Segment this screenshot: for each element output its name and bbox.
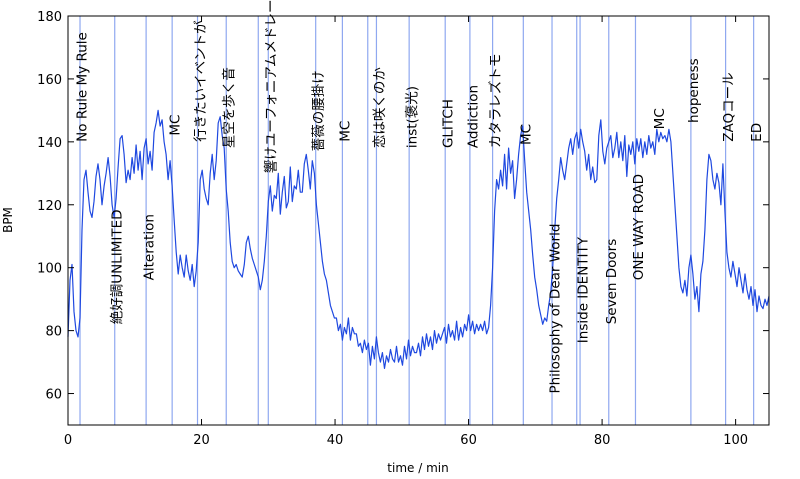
song-label-11: GLITCH xyxy=(441,99,457,148)
y-tick-label-180: 180 xyxy=(37,10,62,25)
x-tick-label-20: 20 xyxy=(193,433,210,448)
song-label-3: MC xyxy=(167,115,183,136)
song-label-6: 響けユーフォニアムメドレー xyxy=(263,0,280,173)
song-label-13: カタラレズトモ xyxy=(488,54,504,149)
x-tick-label-0: 0 xyxy=(64,433,72,448)
x-tick-label-40: 40 xyxy=(327,433,344,448)
song-label-4: 行きたいイベントが xyxy=(193,20,209,142)
x-axis-label: time / min xyxy=(387,461,448,475)
x-tick-label-80: 80 xyxy=(594,433,611,448)
song-label-19: MC xyxy=(652,108,668,129)
song-label-7: 薔薇の腰掛け xyxy=(311,70,327,151)
y-axis-label: BPM xyxy=(1,207,15,233)
song-label-17: Seven Doors xyxy=(604,239,620,325)
plot-frame xyxy=(67,15,770,426)
song-label-21: ZAQコール xyxy=(721,72,737,141)
y-tick-label-160: 160 xyxy=(37,73,62,88)
y-tick-label-80: 80 xyxy=(45,325,62,340)
bpm-line xyxy=(67,109,770,369)
x-tick-label-100: 100 xyxy=(723,433,748,448)
y-tick-label-60: 60 xyxy=(45,388,62,403)
song-label-22: ED xyxy=(749,123,765,142)
song-label-20: hopeness xyxy=(686,58,702,123)
song-label-18: ONE WAY ROAD xyxy=(631,174,647,280)
y-tick-label-100: 100 xyxy=(37,262,62,277)
song-label-0: No Rule My Rule xyxy=(75,32,91,142)
bpm-series xyxy=(67,109,770,369)
x-tick-label-60: 60 xyxy=(460,433,477,448)
song-label-9: 恋は咲くのか xyxy=(371,67,388,148)
song-label-16: Inside IDENTITY xyxy=(575,236,591,343)
song-label-8: MC xyxy=(338,121,354,142)
song-label-1: 絶好調UNLIMITED xyxy=(109,209,125,324)
song-label-14: MC xyxy=(519,124,535,145)
song-label-15: Philosophy of Dear World xyxy=(547,224,563,394)
song-markers xyxy=(79,16,755,425)
y-tick-label-140: 140 xyxy=(37,136,62,151)
song-label-2: Alteration xyxy=(141,214,157,280)
song-label-12: Addiction xyxy=(465,85,481,148)
song-label-5: 星空を歩く音 xyxy=(221,67,238,148)
y-tick-label-120: 120 xyxy=(37,199,62,214)
axis-ticks: 0 20 40 60 80 100 60 80 100 120 140 160 180 xyxy=(37,10,769,448)
song-annotations: No Rule My Rule 絶好調UNLIMITED Alteration MC 行… xyxy=(75,0,765,394)
song-label-10: inst(褒光) xyxy=(405,86,421,148)
